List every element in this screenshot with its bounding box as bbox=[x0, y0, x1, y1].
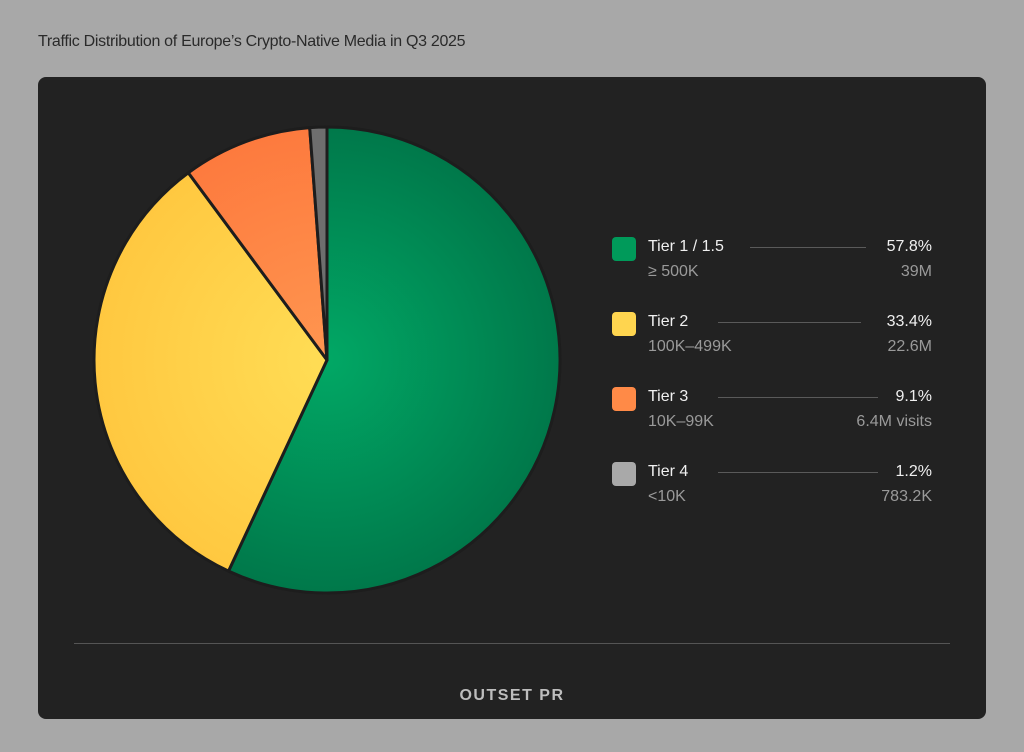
legend-percent: 57.8% bbox=[886, 238, 932, 255]
legend-percent: 1.2% bbox=[895, 463, 932, 480]
swatch-icon bbox=[612, 312, 636, 336]
legend-item-tier-2: Tier 2 33.4% 100K–499K 22.6M bbox=[612, 310, 932, 385]
legend-value: 39M bbox=[900, 263, 932, 280]
legend-item-tier-1: Tier 1 / 1.5 57.8% ≥ 500K 39M bbox=[612, 235, 932, 310]
legend-value: 783.2K bbox=[881, 488, 932, 505]
brand-logo: OUTSET PR bbox=[459, 687, 565, 704]
legend-label: Tier 2 bbox=[648, 313, 689, 330]
legend-value: 6.4M visits bbox=[856, 413, 932, 430]
leader-line bbox=[718, 472, 878, 473]
legend-range: 10K–99K bbox=[648, 413, 714, 430]
legend-range: ≥ 500K bbox=[648, 263, 699, 280]
slice-tier-1 bbox=[227, 125, 562, 595]
legend-value: 22.6M bbox=[887, 338, 932, 355]
leader-line bbox=[718, 322, 861, 323]
legend-range: <10K bbox=[648, 488, 686, 505]
slice-tier-3 bbox=[186, 126, 329, 362]
swatch-icon bbox=[612, 462, 636, 486]
slice-tier-4 bbox=[308, 125, 329, 362]
leader-line bbox=[718, 397, 878, 398]
swatch-icon bbox=[612, 387, 636, 411]
legend-percent: 9.1% bbox=[895, 388, 932, 405]
legend-label: Tier 1 / 1.5 bbox=[648, 238, 724, 255]
chart-title: Traffic Distribution of Europe’s Crypto-… bbox=[38, 33, 466, 50]
legend: Tier 1 / 1.5 57.8% ≥ 500K 39M Tier 2 33.… bbox=[612, 235, 932, 535]
legend-label: Tier 4 bbox=[648, 463, 689, 480]
pie-chart bbox=[92, 125, 562, 595]
legend-item-tier-4: Tier 4 1.2% <10K 783.2K bbox=[612, 460, 932, 535]
chart-card: Tier 1 / 1.5 57.8% ≥ 500K 39M Tier 2 33.… bbox=[38, 77, 986, 719]
divider bbox=[74, 643, 950, 644]
swatch-icon bbox=[612, 237, 636, 261]
legend-item-tier-3: Tier 3 9.1% 10K–99K 6.4M visits bbox=[612, 385, 932, 460]
leader-line bbox=[750, 247, 866, 248]
legend-percent: 33.4% bbox=[886, 313, 932, 330]
slice-tier-2 bbox=[92, 171, 329, 573]
legend-label: Tier 3 bbox=[648, 388, 689, 405]
legend-range: 100K–499K bbox=[648, 338, 732, 355]
